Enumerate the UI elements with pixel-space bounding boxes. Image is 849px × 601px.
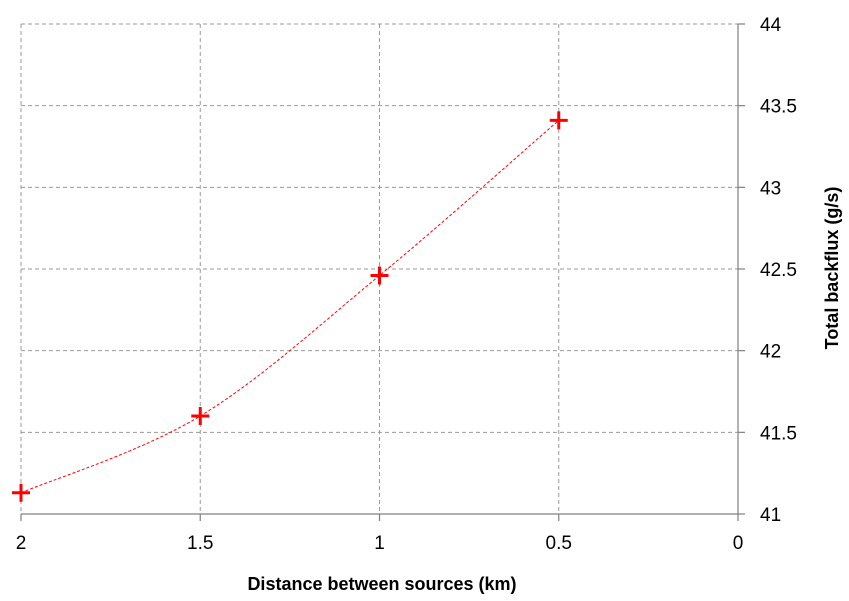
- y-tick-labels: 41 41.5 42 42.5 43 43.5 44: [760, 15, 797, 526]
- y-tick-label: 43.5: [760, 97, 797, 118]
- data-point: [191, 407, 210, 425]
- axes: [20, 23, 745, 521]
- y-tick-label: 42.5: [760, 260, 797, 281]
- data-point: [549, 111, 568, 130]
- x-tick-label: 0.5: [546, 533, 572, 554]
- data-points: [12, 111, 568, 502]
- x-tick-label: 2: [16, 533, 27, 554]
- y-tick-label: 44: [760, 15, 782, 36]
- y-axis-title: Total backflux (g/s): [822, 187, 842, 350]
- y-tick-label: 43: [760, 178, 781, 199]
- data-point: [370, 266, 389, 285]
- x-tick-label: 0: [733, 533, 744, 554]
- x-tick-label: 1.5: [187, 533, 213, 554]
- x-tick-label: 1: [374, 533, 385, 554]
- x-tick-labels: 2 1.5 1 0.5 0: [16, 533, 744, 554]
- y-tick-label: 41: [760, 505, 781, 526]
- data-point: [12, 483, 30, 502]
- y-tick-label: 42: [760, 342, 781, 363]
- y-tick-label: 41.5: [760, 423, 797, 444]
- x-axis-title: Distance between sources (km): [247, 574, 516, 594]
- trend-line: [20, 119, 560, 494]
